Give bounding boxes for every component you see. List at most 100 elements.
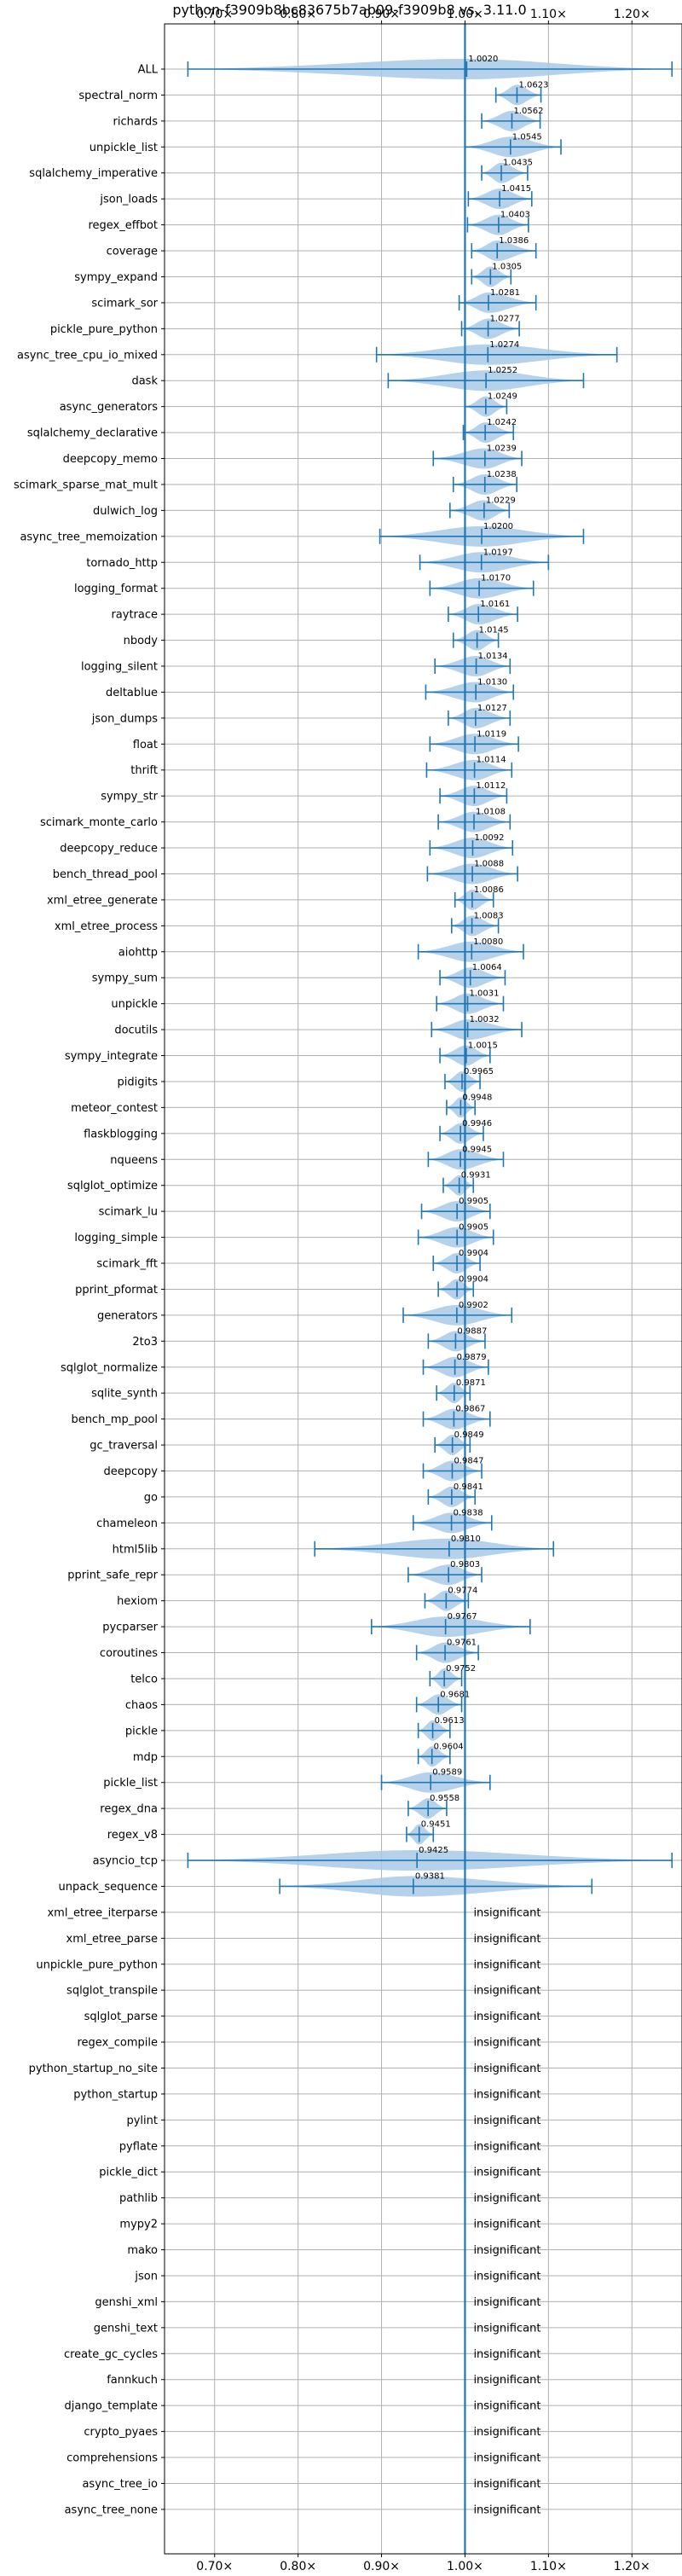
y-tick-label: pickle_dict: [99, 2167, 158, 2179]
value-label: 1.0281: [490, 288, 520, 298]
value-label: 0.9948: [462, 1093, 492, 1102]
value-label: 1.0092: [474, 833, 504, 843]
value-label: 0.9589: [432, 1768, 462, 1778]
value-label: 0.9752: [446, 1664, 476, 1674]
y-tick-label: pickle: [125, 1725, 158, 1738]
insignificant-label: insignificant: [473, 2140, 540, 2153]
value-label: 1.0200: [483, 522, 513, 531]
y-tick-label: async_tree_none: [65, 2503, 158, 2516]
value-label: 1.0145: [479, 626, 509, 635]
value-label: 0.9381: [415, 1871, 445, 1881]
value-label: 1.0119: [477, 729, 506, 739]
y-tick-label: raytrace: [111, 609, 158, 622]
value-label: 0.9867: [455, 1405, 485, 1414]
value-label: 0.9761: [447, 1639, 477, 1648]
insignificant-label: insignificant: [473, 2037, 540, 2050]
value-label: 0.9946: [462, 1119, 492, 1128]
value-label: 0.9425: [419, 1846, 448, 1855]
x-tick-label-bottom: 1.20×: [614, 2560, 650, 2573]
y-tick-label: create_gc_cycles: [64, 2348, 158, 2361]
value-label: 1.0108: [476, 808, 506, 817]
insignificant-label: insignificant: [473, 1985, 540, 1998]
value-label: 0.9451: [421, 1820, 451, 1830]
value-label: 1.0623: [518, 80, 548, 90]
y-tick-label: scimark_sor: [91, 297, 158, 310]
y-tick-label: genshi_text: [94, 2322, 158, 2335]
insignificant-label: insignificant: [473, 1958, 540, 1971]
value-label: 1.0249: [488, 392, 517, 402]
y-tick-label: gc_traversal: [90, 1440, 158, 1453]
value-label: 0.9558: [430, 1794, 459, 1803]
x-tick-label-bottom: 1.10×: [530, 2560, 567, 2573]
value-label: 1.0252: [488, 366, 517, 375]
y-tick-label: sqlglot_transpile: [66, 1985, 158, 1998]
y-tick-label: crypto_pyaes: [84, 2426, 158, 2439]
value-label: 0.9904: [459, 1274, 488, 1284]
y-tick-label: thrift: [130, 764, 158, 777]
insignificant-label: insignificant: [473, 2503, 540, 2516]
value-label: 0.9613: [435, 1716, 465, 1726]
y-tick-label: mypy2: [119, 2219, 158, 2231]
value-label: 0.9904: [459, 1249, 488, 1258]
y-tick-label: logging_simple: [74, 1232, 158, 1244]
value-label: 1.0020: [468, 55, 498, 64]
insignificant-label: insignificant: [473, 2167, 540, 2179]
y-tick-label: unpickle_pure_python: [36, 1958, 158, 1971]
y-tick-label: async_tree_io: [82, 2478, 158, 2491]
insignificant-label: insignificant: [473, 2426, 540, 2439]
insignificant-label: insignificant: [473, 1933, 540, 1946]
value-label: 1.0134: [478, 652, 508, 661]
y-tick-label: bench_mp_pool: [71, 1413, 158, 1426]
y-tick-label: pprint_pformat: [75, 1284, 158, 1297]
y-tick-label: deltablue: [106, 687, 158, 699]
y-tick-label: sqlglot_normalize: [61, 1361, 158, 1374]
value-label: 0.9965: [464, 1067, 494, 1076]
label-layer: 0.70× 0.70× 0.80× 0.80× 0.90× 0.90× 1.00× 1.00×…: [14, 8, 650, 2573]
value-label: 1.0274: [489, 340, 519, 350]
value-label: 1.0031: [469, 989, 499, 999]
y-tick-label: scimark_lu: [99, 1206, 158, 1219]
x-tick-label-top: 1.10×: [530, 8, 567, 21]
y-tick-label: spectral_norm: [78, 90, 158, 102]
value-label: 1.0435: [503, 159, 533, 168]
insignificant-label: insignificant: [473, 1906, 540, 1919]
y-tick-label: sqlglot_parse: [84, 2010, 158, 2023]
y-tick-label: generators: [97, 1309, 158, 1322]
value-label: 0.9767: [448, 1612, 477, 1622]
y-tick-label: regex_dna: [100, 1803, 158, 1816]
insignificant-label: insignificant: [473, 2400, 540, 2413]
value-label: 1.0197: [483, 548, 513, 557]
y-tick-label: mako: [127, 2244, 158, 2257]
y-tick-label: chaos: [125, 1699, 158, 1712]
value-label: 1.0127: [477, 704, 507, 713]
x-tick-label-top: 0.90×: [363, 8, 400, 21]
insignificant-label: insignificant: [473, 2296, 540, 2309]
value-label: 1.0083: [474, 911, 504, 920]
value-label: 1.0238: [487, 470, 517, 479]
y-tick-label: xml_etree_parse: [66, 1933, 158, 1946]
value-label: 1.0130: [477, 677, 507, 687]
y-tick-label: asyncio_tcp: [93, 1855, 158, 1868]
y-tick-label: json_loads: [99, 194, 158, 206]
y-tick-label: nbody: [124, 635, 159, 647]
value-label: 0.9931: [461, 1171, 491, 1181]
y-tick-label: pidigits: [118, 1076, 159, 1088]
y-tick-label: scimark_sparse_mat_mult: [14, 479, 158, 491]
y-tick-label: xml_etree_generate: [47, 894, 158, 907]
value-label: 1.0032: [470, 1015, 500, 1024]
grid-layer: [161, 20, 682, 2557]
x-tick-label-top: 1.20×: [614, 8, 650, 21]
y-tick-label: json_dumps: [91, 712, 158, 725]
y-tick-label: sympy_str: [101, 791, 158, 804]
y-tick-label: unpickle: [111, 998, 158, 1011]
y-tick-label: sqlalchemy_declarative: [27, 427, 158, 440]
y-tick-label: comprehensions: [66, 2452, 158, 2465]
value-label: 1.0239: [487, 444, 517, 454]
y-tick-label: coverage: [107, 246, 158, 258]
y-tick-label: genshi_xml: [95, 2296, 158, 2309]
y-tick-label: pylint: [126, 2115, 158, 2127]
value-label: 1.0161: [480, 600, 510, 609]
value-label: 1.0170: [481, 574, 511, 583]
y-tick-label: nqueens: [110, 1154, 158, 1167]
y-tick-label: 2to3: [132, 1336, 158, 1349]
